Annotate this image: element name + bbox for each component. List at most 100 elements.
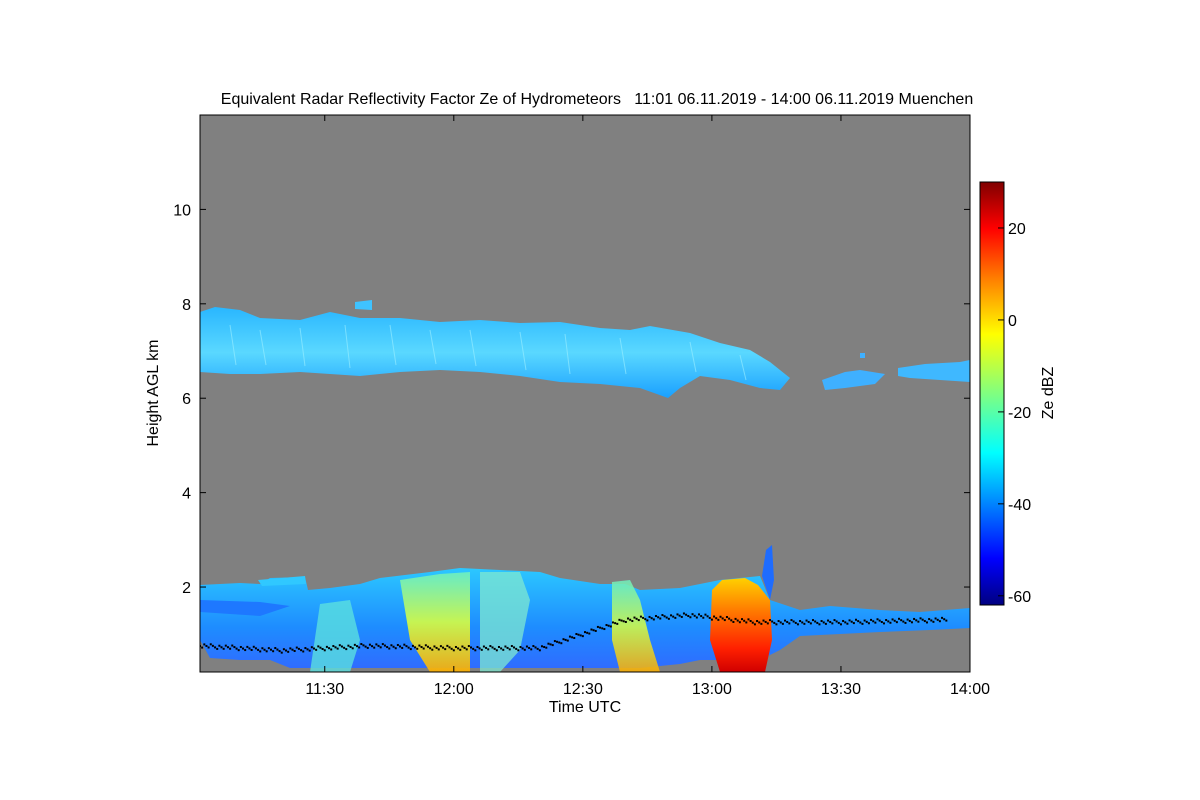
cloud-base-point	[601, 627, 604, 630]
cloud-base-point	[852, 622, 855, 625]
cloud-base-point	[734, 617, 737, 620]
cloud-base-point	[824, 622, 827, 625]
cloud-base-point	[390, 644, 393, 647]
cloud-base-point	[252, 645, 255, 648]
cloud-base-point	[439, 645, 442, 648]
cloud-base-point	[609, 625, 612, 628]
cloud-base-point	[323, 649, 326, 652]
cloud-base-point	[908, 619, 911, 622]
cloud-base-point	[521, 647, 524, 650]
cloud-base-point	[837, 621, 840, 624]
cloud-base-point	[846, 622, 849, 625]
cloud-base-point	[214, 646, 217, 649]
cloud-base-point	[695, 616, 698, 619]
cloud-base-point	[663, 615, 666, 618]
cloud-base-point	[818, 623, 821, 626]
cloud-base-point	[781, 622, 784, 625]
colorbar-tick-label: -60	[1008, 589, 1031, 606]
cloud-base-point	[207, 646, 210, 649]
cloud-base-point	[893, 619, 896, 622]
cloud-base-point	[515, 647, 518, 650]
cloud-base-point	[801, 621, 804, 624]
cloud-base-point	[420, 646, 423, 649]
cloud-base-point	[379, 646, 382, 649]
cloud-base-point	[685, 613, 688, 616]
cloud-base-point	[446, 644, 449, 647]
cloud-base-point	[218, 644, 221, 647]
cloud-base-point	[300, 649, 303, 652]
cloud-base-point	[708, 616, 711, 619]
cloud-base-point	[741, 618, 744, 621]
cloud-base-point	[272, 650, 275, 653]
cloud-base-point	[558, 641, 561, 644]
cloud-base-point	[472, 647, 475, 650]
cloud-base-point	[409, 648, 412, 651]
cloud-base-point	[706, 615, 709, 618]
cloud-base-point	[732, 620, 735, 623]
cloud-base-point	[306, 648, 309, 651]
cloud-base-point	[235, 647, 238, 650]
cloud-base-point	[799, 620, 802, 623]
cloud-base-point	[338, 644, 341, 647]
cloud-base-point	[930, 619, 933, 622]
cloud-base-point	[315, 648, 318, 651]
cloud-base-point	[844, 621, 847, 624]
y-tick-label: 4	[182, 486, 191, 503]
cloud-base-point	[880, 621, 883, 624]
cloud-base-point	[291, 648, 294, 651]
cloud-base-point	[465, 648, 468, 651]
cloud-base-point	[394, 647, 397, 650]
cloud-base-point	[422, 647, 425, 650]
cloud-base-point	[865, 620, 868, 623]
cloud-base-point	[209, 643, 212, 646]
cloud-base-point	[549, 643, 552, 646]
cloud-base-point	[461, 645, 464, 648]
cloud-base-point	[654, 614, 657, 617]
cloud-base-point	[373, 646, 376, 649]
cloud-base-point	[375, 643, 378, 646]
cloud-base-point	[265, 650, 268, 653]
colorbar-tick-label: -20	[1008, 405, 1031, 422]
cloud-base-point	[538, 649, 541, 652]
cloud-base-point	[321, 647, 324, 650]
cloud-base-point	[760, 622, 763, 625]
cloud-base-point	[289, 647, 292, 650]
cloud-base-point	[588, 632, 591, 635]
cloud-base-point	[371, 645, 374, 648]
cloud-base-point	[226, 646, 229, 649]
cloud-base-point	[229, 647, 232, 650]
cloud-base-point	[889, 621, 892, 624]
cloud-base-point	[771, 620, 774, 623]
cloud-base-point	[285, 649, 288, 652]
cloud-base-point	[839, 623, 842, 626]
cloud-base-point	[356, 645, 359, 648]
cloud-base-point	[637, 619, 640, 622]
cloud-base-point	[547, 642, 550, 645]
cloud-base-point	[667, 617, 670, 620]
cloud-base-point	[687, 614, 690, 617]
cloud-base-point	[719, 615, 722, 618]
cloud-base-point	[594, 629, 597, 632]
x-tick-label: 12:30	[563, 681, 603, 698]
cloud-base-point	[882, 622, 885, 625]
cloud-base-point	[867, 622, 870, 625]
cloud-base-point	[620, 619, 623, 622]
cloud-base-point	[605, 624, 608, 627]
cloud-base-point	[928, 618, 931, 621]
cloud-base-point	[297, 647, 300, 650]
cloud-base-point	[762, 619, 765, 622]
cloud-base-point	[347, 644, 350, 647]
cloud-base-point	[470, 646, 473, 649]
cloud-base-point	[504, 645, 507, 648]
cloud-base-point	[743, 619, 746, 622]
cloud-base-point	[242, 647, 245, 650]
cloud-base-point	[736, 619, 739, 622]
cloud-base-point	[803, 622, 806, 625]
cloud-base-point	[388, 647, 391, 650]
cloud-base-point	[863, 619, 866, 622]
cloud-base-point	[652, 618, 655, 621]
cloud-base-point	[721, 617, 724, 620]
cloud-base-point	[383, 644, 386, 647]
cloud-base-point	[616, 622, 619, 625]
cloud-base-point	[659, 617, 662, 620]
